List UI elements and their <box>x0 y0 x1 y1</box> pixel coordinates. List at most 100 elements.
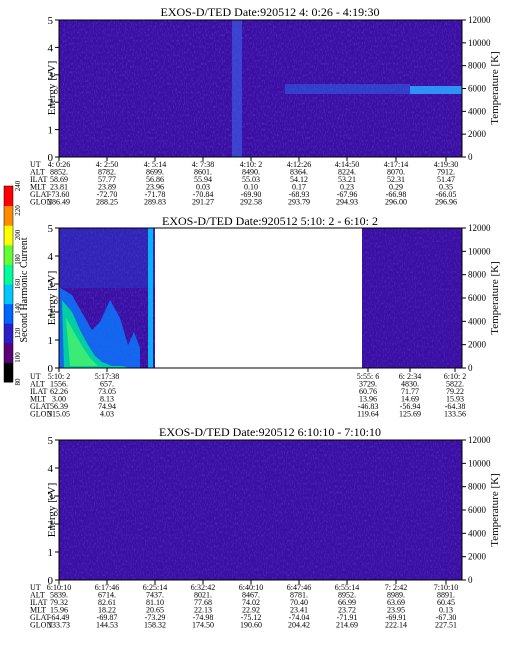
orbit-cell: 14.69 <box>401 395 419 404</box>
orbit-cell: 6:47:46 <box>287 583 311 592</box>
energy-tick-label: 1 <box>48 335 54 347</box>
orbit-row-label: GLON <box>30 621 52 630</box>
orbit-cell: 286.49 <box>48 198 70 207</box>
temperature-tick-label: 0 <box>468 363 473 373</box>
orbit-cell: -68.93 <box>289 190 310 199</box>
orbit-cell: 23.95 <box>387 606 405 615</box>
temperature-tick-label: 12000 <box>468 435 491 445</box>
colorbar-swatch <box>4 323 13 344</box>
orbit-cell: 53.21 <box>338 175 356 184</box>
orbit-row-label: GLAT <box>30 190 51 199</box>
colorbar-swatch <box>4 303 13 324</box>
orbit-cell: -73.29 <box>145 613 166 622</box>
temperature-tick-label: 6000 <box>468 505 487 515</box>
panel-1: EXOS-D/TED Date:920512 4: 0:26 - 4:19:30… <box>30 5 501 207</box>
orbit-cell: 23.96 <box>146 183 164 192</box>
orbit-cell: -69.87 <box>97 613 118 622</box>
orbit-cell: 1556. <box>50 380 68 389</box>
orbit-cell: 6: 2:34 <box>399 372 421 381</box>
orbit-cell: 8601. <box>194 168 212 177</box>
orbit-row-label: ILAT <box>30 387 47 396</box>
orbit-cell: 73.05 <box>98 387 116 396</box>
orbit-cell: 6:10: 2 <box>444 372 466 381</box>
orbit-cell: 13.96 <box>359 395 377 404</box>
colorbar-tick-label: 80 <box>14 378 22 386</box>
orbit-cell: 4:17:14 <box>384 160 408 169</box>
temperature-tick-label: 12000 <box>468 223 491 233</box>
orbit-cell: -64.49 <box>49 613 70 622</box>
temperature-tick-label: 8000 <box>468 270 487 280</box>
orbit-cell: -66.05 <box>436 190 457 199</box>
orbit-cell: 56.86 <box>146 175 164 184</box>
orbit-cell: 71.77 <box>401 387 419 396</box>
colorbar-tick-label: 120 <box>14 327 22 338</box>
orbit-cell: 0.13 <box>439 606 453 615</box>
panel-2-upper-fill <box>59 228 155 288</box>
orbit-row-label: MLT <box>30 395 46 404</box>
panel-3-texture <box>59 440 462 580</box>
orbit-cell: 0.29 <box>389 183 403 192</box>
orbit-cell: 7912. <box>437 168 455 177</box>
orbit-cell: 74.94 <box>98 402 116 411</box>
orbit-row-label: MLT <box>30 183 46 192</box>
orbit-cell: 63.69 <box>387 598 405 607</box>
panel-1-band-strong <box>410 86 462 94</box>
panel-3-energy-ticks: 0 1 2 3 4 5 <box>48 435 59 587</box>
orbit-cell: -72.70 <box>97 190 118 199</box>
orbit-cell: 79.32 <box>50 598 68 607</box>
orbit-cell: 133.56 <box>444 410 466 419</box>
orbit-cell: -74.98 <box>193 613 214 622</box>
orbit-row-label: ALT <box>30 380 45 389</box>
temperature-tick-label: 12000 <box>468 15 491 25</box>
orbit-cell: 60.45 <box>437 598 455 607</box>
orbit-cell: 6:25:14 <box>143 583 167 592</box>
temperature-tick-label: 0 <box>468 575 473 585</box>
energy-tick-label: 3 <box>48 70 54 82</box>
energy-tick-label: 0 <box>48 363 54 375</box>
panel-1-energy-ticks: 0 1 2 3 4 5 <box>48 15 59 164</box>
colorbar-swatches <box>3 185 14 383</box>
energy-tick-label: 4 <box>48 42 54 54</box>
orbit-cell: 296.96 <box>435 198 457 207</box>
panel-2-temperature-label: Temperature [K] <box>489 261 501 334</box>
orbit-cell: 8891. <box>437 591 455 600</box>
temperature-tick-label: 2000 <box>468 340 487 350</box>
panel-1-band-weak <box>285 84 410 94</box>
orbit-cell: 4830. <box>401 380 419 389</box>
orbit-cell: 296.00 <box>385 198 407 207</box>
temperature-tick-label: 4000 <box>468 106 487 116</box>
orbit-cell: 125.69 <box>399 410 421 419</box>
orbit-cell: 6714. <box>98 591 116 600</box>
orbit-cell: -64.38 <box>445 402 466 411</box>
colorbar-swatch <box>4 264 13 285</box>
orbit-row-label: UT <box>30 583 41 592</box>
orbit-cell: 144.53 <box>96 621 118 630</box>
orbit-cell: 657. <box>100 380 114 389</box>
orbit-row-label: UT <box>30 160 41 169</box>
orbit-cell: -67.96 <box>337 190 358 199</box>
orbit-cell: 293.79 <box>288 198 310 207</box>
colorbar-tick-label: 140 <box>14 303 22 314</box>
orbit-cell: 289.83 <box>144 198 166 207</box>
orbit-cell: 5822. <box>446 380 464 389</box>
colorbar: 80 100 120 140 160 180 200 220 240 Second Harmon… <box>3 180 30 386</box>
temperature-tick-label: 4000 <box>468 528 487 538</box>
energy-tick-label: 5 <box>48 223 54 235</box>
temperature-tick-label: 10000 <box>468 246 491 256</box>
orbit-cell: 291.27 <box>192 198 214 207</box>
orbit-cell: 8467. <box>242 591 260 600</box>
orbit-cell: 54.12 <box>290 175 308 184</box>
panel-1-energy-label: Energy [eV] <box>46 61 58 115</box>
orbit-cell: 4: 5:14 <box>144 160 166 169</box>
orbit-cell: 8021. <box>194 591 212 600</box>
colorbar-swatch <box>4 362 13 383</box>
orbit-cell: 4: 7:38 <box>192 160 214 169</box>
orbit-cell: 0.23 <box>340 183 354 192</box>
orbit-cell: 8989. <box>387 591 405 600</box>
orbit-cell: 8224. <box>338 168 356 177</box>
orbit-cell: 79.22 <box>446 387 464 396</box>
orbit-cell: 8364. <box>290 168 308 177</box>
orbit-cell: 62.26 <box>50 387 68 396</box>
orbit-row-label: GLAT <box>30 402 51 411</box>
